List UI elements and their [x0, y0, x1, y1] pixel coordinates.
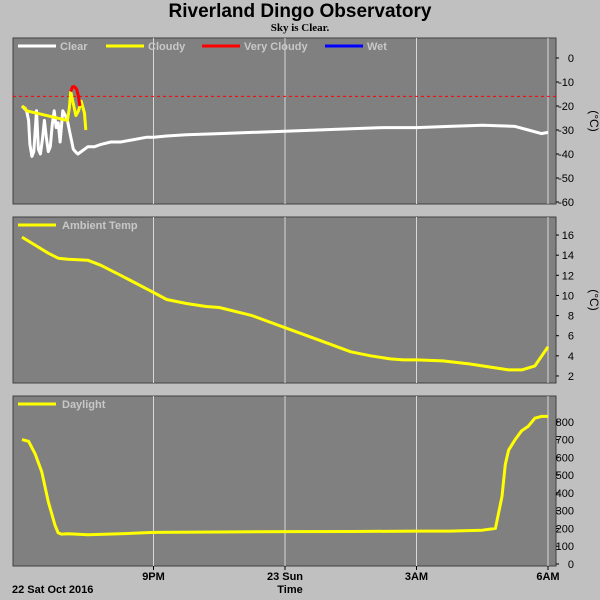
- y-tick-label: 4: [568, 351, 574, 363]
- legend-label: Wet: [367, 41, 387, 53]
- y-tick-label: 16: [562, 230, 574, 242]
- y-tick-label: -50: [558, 173, 574, 185]
- y-tick-label: 6: [568, 331, 574, 343]
- y-tick-label: -60: [558, 197, 574, 209]
- y-tick-label: 0: [568, 53, 574, 65]
- legend-label: Very Cloudy: [244, 41, 308, 53]
- x-tick-label: 3AM: [405, 571, 428, 583]
- sky-temp-panel: 0 -10 -20 -30 -40 -50 -60 (°C) Clear Cloudy Very C…: [12, 37, 600, 209]
- x-tick-label: 6AM: [536, 571, 559, 583]
- series-line-daylight: [21, 414, 548, 537]
- legend-label: Clear: [60, 41, 88, 53]
- legend-label: Daylight: [62, 399, 106, 411]
- y-tick-label: 600: [556, 452, 574, 464]
- y-tick-label: 0: [568, 559, 574, 571]
- y-tick-label: 500: [556, 470, 574, 482]
- series-line-clear: [20, 104, 549, 158]
- y-tick-label: 300: [556, 506, 574, 518]
- y-tick-label: 10: [562, 290, 574, 302]
- y-unit-label: (°C): [587, 289, 600, 310]
- sky-status: Sky is Clear.: [270, 22, 330, 34]
- y-tick-label: 2: [568, 371, 574, 383]
- y-tick-label: -40: [558, 149, 574, 161]
- y-tick-label: 700: [556, 435, 574, 447]
- y-tick-label: -10: [558, 77, 574, 89]
- series-line-very-cloudy: [69, 85, 82, 107]
- y-tick-label: 200: [556, 523, 574, 535]
- y-tick-label: -30: [558, 125, 574, 137]
- y-tick-label: 400: [556, 488, 574, 500]
- x-tick-label: 23 Sun: [267, 571, 303, 583]
- y-tick-label: 100: [556, 541, 574, 553]
- y-tick-label: -20: [558, 101, 574, 113]
- x-tick-label: 9PM: [142, 571, 165, 583]
- legend-label: Cloudy: [148, 41, 186, 53]
- y-tick-label: 14: [562, 250, 574, 262]
- legend-label: Ambient Temp: [62, 220, 138, 232]
- series-line-ambient-temp: [21, 235, 550, 372]
- daylight-panel: 800 700 600 500 400 300 200 100 0 Daylight: [12, 395, 574, 571]
- x-axis-label: Time: [277, 584, 303, 596]
- chart-title: Riverland Dingo Observatory: [168, 1, 432, 22]
- y-tick-label: 800: [556, 417, 574, 429]
- date-label: 22 Sat Oct 2016: [12, 584, 94, 596]
- y-tick-label: 12: [562, 270, 574, 282]
- y-unit-label: (°C): [587, 110, 600, 131]
- ambient-temp-panel: 16 14 12 10 8 6 4 2 (°C) Ambient Temp: [12, 216, 600, 384]
- y-tick-label: 8: [568, 311, 574, 323]
